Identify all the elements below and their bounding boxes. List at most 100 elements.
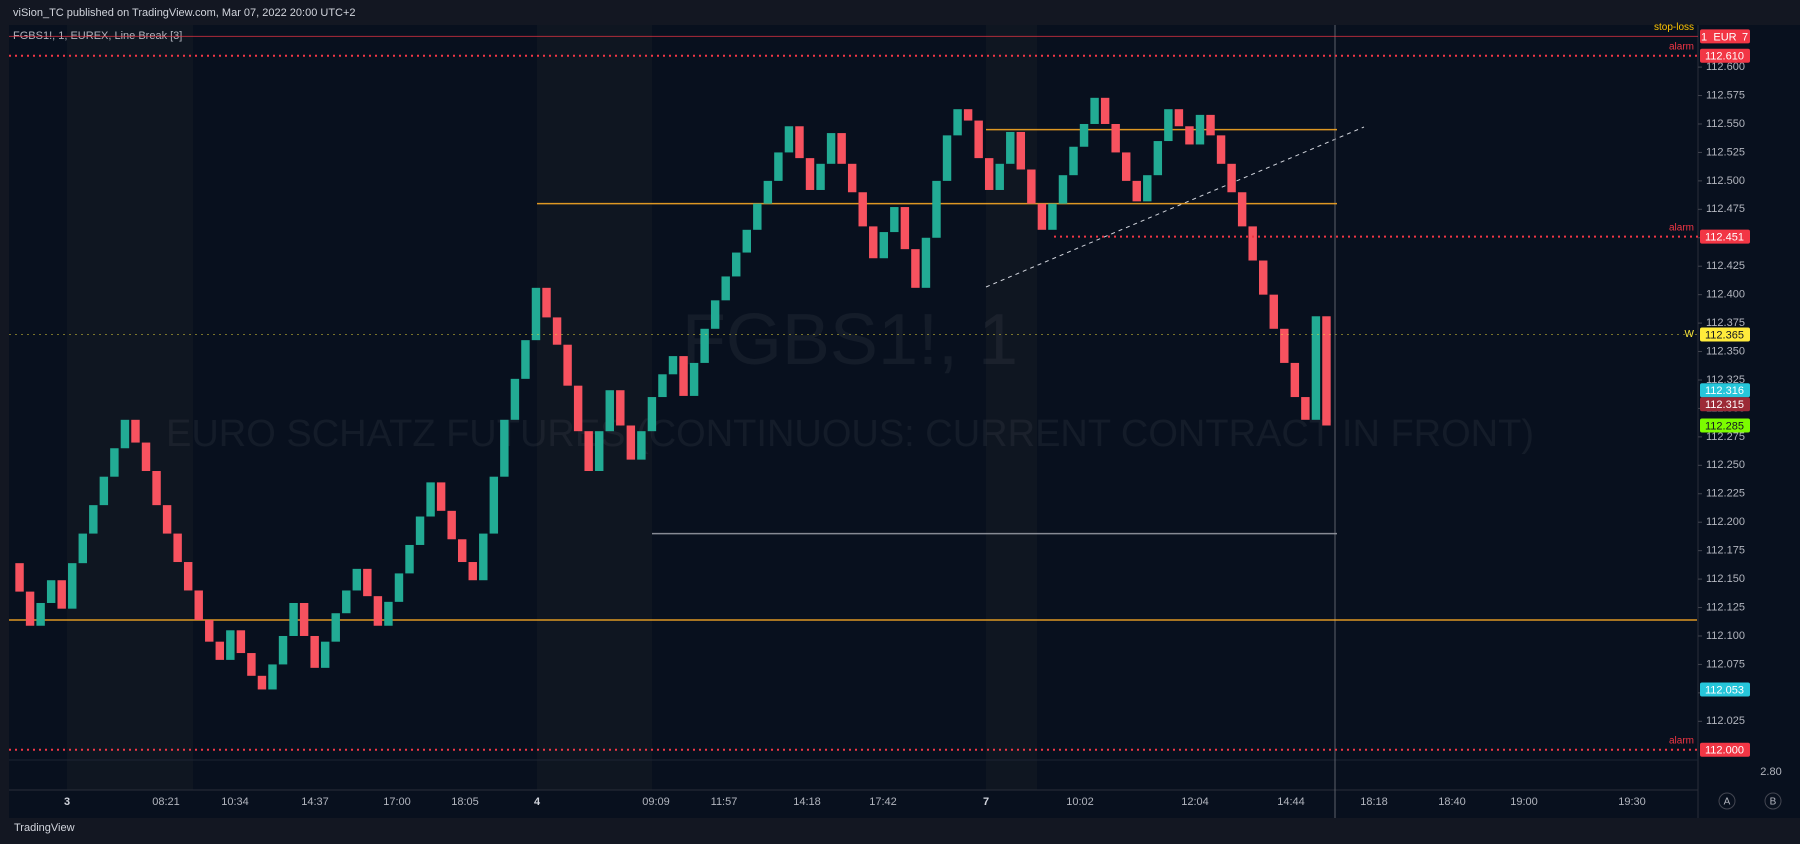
brick	[500, 419, 509, 477]
brick	[953, 109, 962, 136]
button-label[interactable]: A	[1724, 797, 1731, 808]
brick	[1016, 131, 1026, 170]
price-label-box	[1700, 327, 1750, 342]
x-tick-label: 17:42	[869, 796, 897, 808]
price-label: 112.451	[1705, 232, 1744, 244]
brick	[120, 419, 130, 449]
brick	[226, 630, 235, 660]
y-tick-label: 112.375	[1706, 317, 1745, 329]
brick	[1079, 123, 1089, 147]
y-tick-label: 112.575	[1706, 89, 1745, 101]
x-tick-label: 09:09	[642, 796, 670, 808]
y-tick-label: 112.525	[1706, 146, 1745, 158]
brick	[394, 573, 404, 602]
brick	[921, 237, 931, 288]
brick	[595, 431, 604, 472]
brick	[584, 431, 593, 472]
x-tick-label: 19:30	[1618, 796, 1646, 808]
y-tick-label: 112.275	[1706, 431, 1745, 443]
brick	[847, 163, 857, 193]
brick	[942, 135, 952, 181]
brick	[1164, 109, 1173, 142]
brick	[78, 533, 87, 564]
brick	[194, 590, 203, 621]
brick	[679, 356, 688, 396]
brick	[1037, 203, 1047, 230]
brick	[900, 207, 910, 250]
brick	[215, 641, 225, 660]
brick	[1100, 97, 1110, 124]
brick	[384, 601, 393, 626]
brick	[542, 287, 551, 318]
brick	[1290, 362, 1300, 398]
brick	[415, 516, 425, 545]
brick	[99, 476, 109, 506]
session-shade	[537, 25, 652, 790]
brick	[257, 675, 267, 690]
y-tick-label: 112.075	[1706, 658, 1745, 670]
brick	[1153, 141, 1163, 176]
brick	[405, 544, 414, 574]
brick	[436, 482, 446, 511]
brick	[774, 152, 783, 181]
brick	[837, 133, 846, 164]
brick	[236, 630, 246, 654]
brick	[363, 568, 372, 597]
brick	[1206, 114, 1215, 136]
brick	[352, 568, 362, 591]
price-tag: W	[1685, 329, 1695, 340]
brick	[457, 539, 467, 563]
y-tick-label: 112.125	[1706, 601, 1745, 613]
y-tick-label: 112.200	[1706, 516, 1745, 528]
brick	[289, 602, 298, 636]
brick	[1132, 180, 1141, 202]
x-tick-label: 14:44	[1277, 796, 1305, 808]
brick	[805, 158, 815, 190]
button[interactable]	[1764, 792, 1782, 810]
brick	[131, 419, 140, 443]
brick	[1121, 152, 1131, 181]
brick	[152, 471, 161, 506]
x-tick-label: 3	[64, 796, 70, 808]
stop-loss-text: EUR	[1713, 31, 1736, 43]
brick	[46, 580, 56, 603]
price-label: 112.365	[1705, 329, 1744, 341]
x-tick-label: 19:00	[1510, 796, 1538, 808]
brick	[826, 133, 836, 164]
footer: TradingView	[14, 822, 75, 834]
brick	[510, 378, 520, 420]
y-tick-label: 112.250	[1706, 459, 1745, 471]
brick	[1216, 135, 1226, 164]
button[interactable]	[1718, 792, 1736, 810]
brick	[1311, 316, 1321, 420]
x-tick-label: 18:18	[1360, 796, 1388, 808]
brick	[1269, 294, 1278, 329]
brick	[637, 431, 646, 460]
price-label: 112.000	[1705, 745, 1744, 757]
brick	[25, 591, 35, 626]
brick	[605, 390, 614, 432]
price-label-box	[1700, 383, 1750, 398]
brick	[268, 664, 277, 690]
brick	[552, 317, 562, 345]
brick	[1237, 192, 1247, 227]
y-tick-label: 112.600	[1706, 61, 1745, 73]
price-label-box	[1700, 742, 1750, 757]
brick	[573, 385, 583, 432]
brick	[162, 505, 172, 534]
y-tick-label: 112.025	[1706, 715, 1745, 727]
brick	[879, 232, 889, 259]
brick	[1248, 226, 1257, 261]
brick	[869, 226, 878, 259]
session-shade	[67, 25, 193, 790]
brick	[890, 207, 899, 233]
brick	[331, 613, 340, 642]
brick	[468, 562, 477, 581]
brick	[68, 563, 77, 609]
stop-loss-text: 1	[1701, 31, 1707, 43]
button-label[interactable]: B	[1770, 797, 1777, 808]
brick	[489, 476, 499, 534]
brick	[320, 641, 330, 668]
x-tick-label: 17:00	[383, 796, 411, 808]
